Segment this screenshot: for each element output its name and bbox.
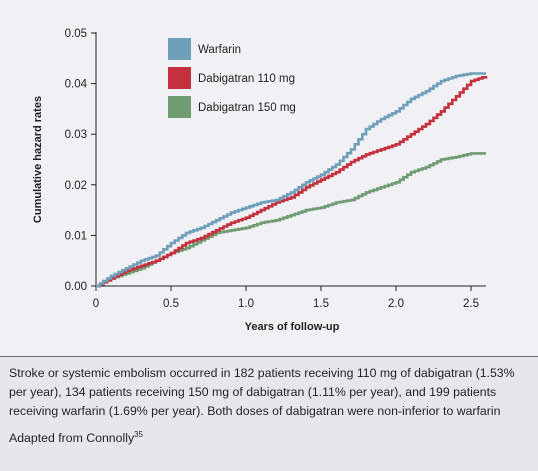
- y-tick-label: 0.04: [65, 79, 88, 91]
- caption-text: Stroke or systemic embolism occurred in …: [9, 366, 515, 418]
- x-axis-title: Years of follow-up: [245, 321, 340, 333]
- caption-divider: [0, 356, 538, 357]
- x-tick-label: 0.5: [163, 298, 179, 310]
- chart-panel: 0.00 0.01 0.02 0.03 0.04 0.05 0 0.5 1.0 1.5 2.0 2.5…: [32, 28, 488, 333]
- legend-swatch-dabigatran-150-mg: [168, 96, 191, 118]
- legend-swatch-warfarin: [168, 38, 191, 60]
- legend-label-dabigatran-110-mg: Dabigatran 110 mg: [198, 73, 295, 85]
- series-line-dabigatran-110-mg: [96, 76, 488, 288]
- legend-label-warfarin: Warfarin: [198, 44, 241, 56]
- series-line-warfarin: [96, 72, 486, 288]
- figure-caption: Stroke or systemic embolism occurred in …: [0, 357, 538, 471]
- y-axis-title: Cumulative hazard rates: [32, 96, 44, 223]
- y-tick-label: 0.03: [65, 129, 87, 141]
- legend-swatch-dabigatran-110-mg: [168, 67, 191, 89]
- source-citation: Adapted from Connolly35: [9, 429, 529, 448]
- x-tick-label: 1.5: [313, 298, 329, 310]
- cumulative-hazard-chart: 0.00 0.01 0.02 0.03 0.04 0.05 0 0.5 1.0 1.5 2.0 2.5…: [32, 28, 488, 333]
- x-tick-label: 0: [93, 298, 99, 310]
- x-tick-label: 1.0: [238, 298, 254, 310]
- legend-label-dabigatran-150-mg: Dabigatran 150 mg: [198, 102, 296, 114]
- x-tick-label: 2.0: [388, 298, 404, 310]
- source-prefix: Adapted from Connolly: [9, 431, 135, 445]
- x-tick-label: 2.5: [463, 298, 479, 310]
- y-tick-label: 0.05: [65, 28, 87, 40]
- y-tick-label: 0.02: [65, 180, 87, 192]
- y-tick-label: 0.00: [65, 281, 87, 293]
- series-line-dabigatran-150-mg: [96, 152, 486, 288]
- source-reference: 35: [134, 429, 143, 439]
- y-tick-label: 0.01: [65, 230, 87, 242]
